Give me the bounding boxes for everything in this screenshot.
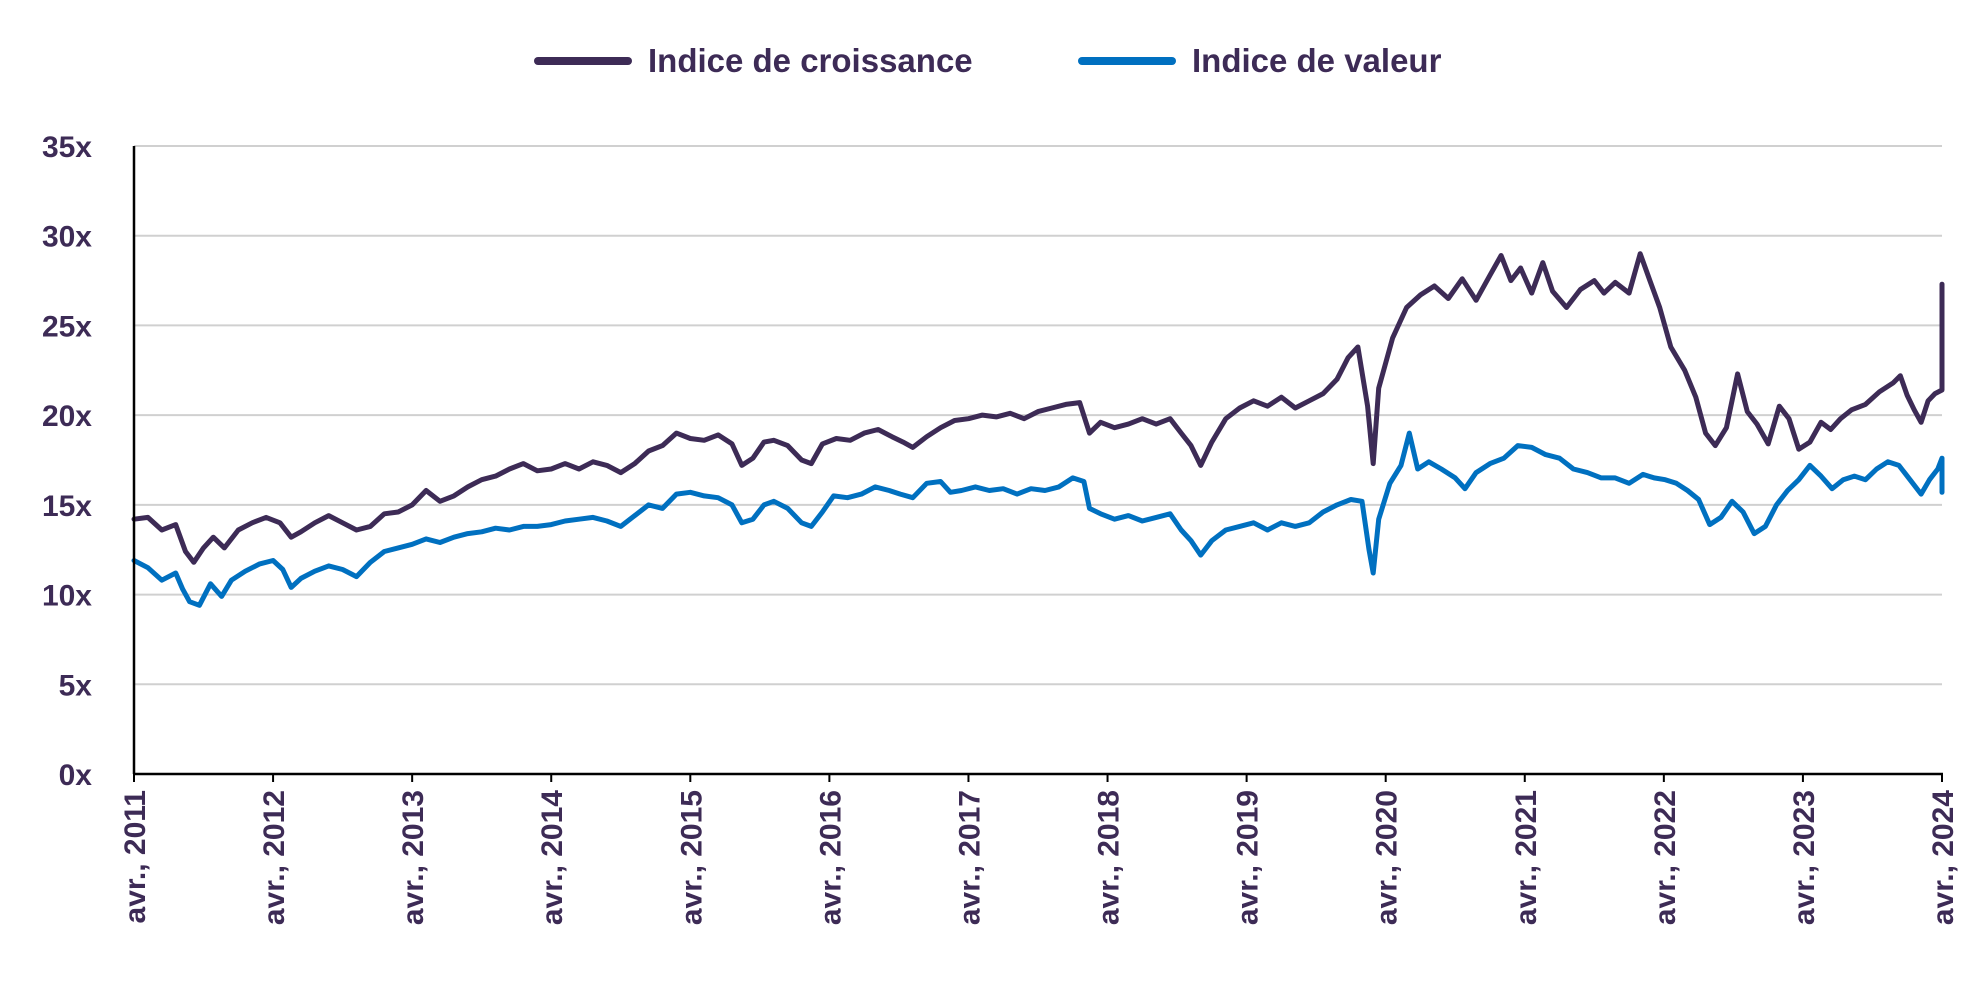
x-tick-label: avr., 2012	[258, 790, 291, 925]
legend-item-valeur: Indice de valeur	[1078, 42, 1442, 79]
series-line-valeur	[131, 430, 1945, 608]
x-tick-label: avr., 2019	[1232, 790, 1265, 925]
x-tick-label: avr., 2021	[1510, 790, 1543, 925]
y-tick-label: 0x	[59, 759, 93, 792]
legend-item-croissance: Indice de croissance	[534, 42, 973, 79]
series-lines	[131, 251, 1945, 608]
y-tick-label: 5x	[59, 669, 93, 702]
x-tick-label: avr., 2020	[1371, 790, 1404, 925]
x-tick-label: avr., 2023	[1788, 790, 1821, 925]
y-tick-label: 30x	[42, 221, 92, 254]
x-tick-label: avr., 2018	[1093, 790, 1126, 925]
y-axis-ticks: 0x 5x 10x 15x 20x 25x 30x 35x	[42, 131, 92, 792]
x-tick-label: avr., 2022	[1649, 790, 1682, 925]
y-tick-label: 25x	[42, 310, 92, 343]
legend-label-croissance: Indice de croissance	[648, 42, 973, 79]
x-tick-label: avr., 2024	[1927, 790, 1960, 925]
x-tick-label: avr., 2017	[953, 790, 986, 925]
x-tick-label: avr., 2013	[397, 790, 430, 925]
x-tick-label: avr., 2015	[675, 790, 708, 925]
y-tick-label: 15x	[42, 490, 92, 523]
x-axis-ticks: avr., 2011 avr., 2012 avr., 2013 avr., 2014…	[119, 774, 1960, 925]
chart-legend: Indice de croissance Indice de valeur	[534, 42, 1442, 79]
series-line-croissance	[131, 251, 1945, 565]
x-tick-label: avr., 2016	[814, 790, 847, 925]
legend-label-valeur: Indice de valeur	[1192, 42, 1442, 79]
axes	[132, 146, 1943, 776]
y-tick-label: 35x	[42, 131, 92, 164]
y-tick-label: 20x	[42, 400, 92, 433]
y-tick-label: 10x	[42, 580, 92, 613]
gridlines	[134, 145, 1942, 686]
x-tick-label: avr., 2014	[536, 790, 569, 925]
x-tick-label: avr., 2011	[119, 790, 152, 923]
